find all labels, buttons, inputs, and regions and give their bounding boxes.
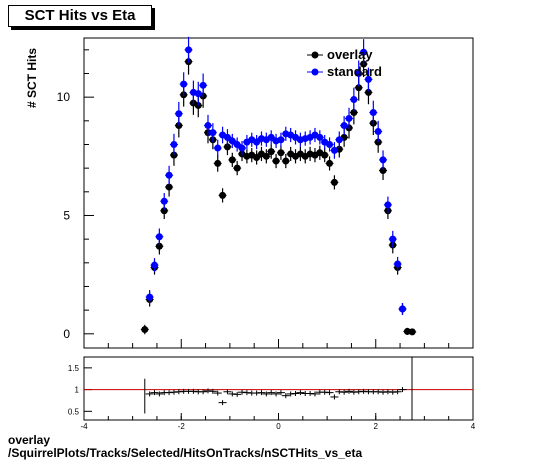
standard-point	[340, 122, 348, 130]
main-plot-frame	[83, 37, 474, 349]
standard-point	[384, 201, 392, 209]
standard-point	[350, 96, 358, 104]
standard-point	[204, 122, 212, 130]
overlay-point	[408, 328, 416, 336]
legend-standard-marker	[311, 68, 319, 76]
standard-point	[360, 48, 368, 56]
standard-point	[277, 136, 285, 144]
ratio-points	[144, 378, 407, 414]
overlay-point	[277, 149, 285, 157]
overlay-point	[155, 242, 163, 250]
main-y-tick-label-1: 5	[63, 208, 70, 222]
standard-point	[185, 46, 193, 54]
standard-point	[160, 197, 168, 205]
standard-point	[335, 136, 343, 144]
ratio-x-tick-label-1: -2	[178, 422, 186, 431]
standard-point	[267, 133, 275, 141]
series-standard	[145, 36, 407, 315]
standard-point	[398, 305, 406, 313]
overlay-point	[228, 156, 236, 164]
standard-point	[253, 138, 261, 146]
legend-overlay-marker	[311, 51, 319, 59]
overlay-point	[160, 207, 168, 215]
series-overlay	[140, 48, 417, 336]
standard-point	[165, 171, 173, 179]
standard-point	[238, 144, 246, 152]
main-y-tick-label-0: 0	[63, 327, 70, 341]
standard-point	[355, 69, 363, 77]
footer-path: /SquirrelPlots/Tracks/Selected/HitsOnTra…	[8, 446, 363, 460]
overlay-point	[350, 109, 358, 117]
overlay-point	[253, 154, 261, 162]
main-y-ticks: 0 5 10	[57, 49, 94, 341]
standard-point	[151, 261, 159, 269]
overlay-point	[233, 164, 241, 172]
standard-point	[345, 114, 353, 122]
overlay-point	[223, 143, 231, 151]
ratio-plot-frame	[83, 356, 474, 421]
standard-point	[209, 129, 217, 137]
standard-point	[374, 127, 382, 135]
standard-point	[199, 81, 207, 89]
ratio-y-tick-label-0: 0.5	[68, 407, 80, 416]
standard-point	[389, 235, 397, 243]
standard-point	[233, 140, 241, 148]
standard-point	[369, 109, 377, 117]
ratio-y-tick-label-2: 1.5	[68, 364, 80, 373]
standard-point	[364, 75, 372, 83]
standard-point	[194, 90, 202, 98]
overlay-point	[355, 84, 363, 92]
legend-standard-label: standard	[327, 64, 382, 79]
overlay-point	[165, 183, 173, 191]
ratio-ticks: 0.5 1 1.5 -4 -2 0 2 4	[68, 364, 476, 431]
standard-point	[394, 260, 402, 268]
standard-point	[330, 146, 338, 154]
standard-point	[379, 156, 387, 164]
chart-title: SCT Hits vs Eta	[8, 5, 152, 27]
legend-overlay-label: overlay	[327, 47, 373, 62]
standard-point	[155, 233, 163, 241]
standard-point	[228, 137, 236, 145]
overlay-point	[364, 88, 372, 96]
ratio-x-tick-label-0: -4	[80, 422, 88, 431]
standard-point	[180, 80, 188, 88]
footer-label: overlay	[8, 433, 51, 447]
overlay-point	[219, 191, 227, 199]
overlay-point	[267, 148, 275, 156]
ratio-x-tick-label-4: 4	[471, 422, 476, 431]
overlay-point	[141, 326, 149, 334]
standard-point	[170, 140, 178, 148]
overlay-point	[262, 152, 270, 160]
main-x-ticks	[83, 339, 474, 348]
series-layer	[140, 36, 417, 336]
overlay-point	[321, 151, 329, 159]
ratio-x-tick-label-3: 2	[374, 422, 379, 431]
standard-point	[223, 133, 231, 141]
ratio-y-tick-label-1: 1	[75, 386, 80, 395]
overlay-point	[326, 159, 334, 167]
ratio-x-tick-label-2: 0	[276, 422, 281, 431]
standard-point	[316, 133, 324, 141]
standard-point	[175, 110, 183, 118]
overlay-point	[379, 167, 387, 175]
standard-point	[146, 293, 154, 301]
main-y-tick-label-2: 10	[57, 90, 71, 104]
legend: overlay standard	[307, 47, 382, 79]
overlay-point	[214, 159, 222, 167]
overlay-point	[282, 157, 290, 165]
overlay-point	[272, 157, 280, 165]
standard-point	[326, 140, 334, 148]
overlay-point	[330, 178, 338, 186]
standard-point	[214, 144, 222, 152]
